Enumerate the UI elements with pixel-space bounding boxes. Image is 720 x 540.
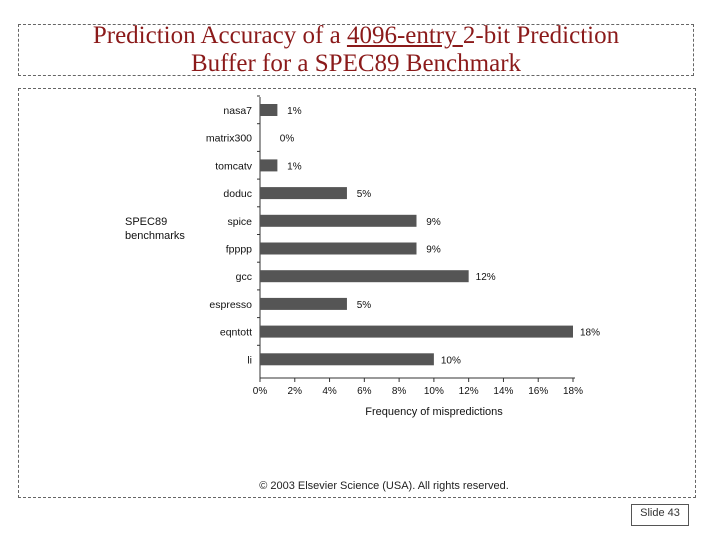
title-line-2: Buffer for a SPEC89 Benchmark: [190, 50, 522, 77]
data-label: 1%: [287, 161, 302, 172]
data-label: 5%: [357, 300, 372, 311]
slide-title: Prediction Accuracy of a 4096-entry 2-bi…: [18, 22, 694, 78]
x-tick-label: 10%: [424, 386, 444, 397]
data-label: 5%: [357, 189, 372, 200]
data-label: 0%: [280, 134, 295, 145]
x-tick-label: 12%: [459, 386, 479, 397]
data-label: 1%: [287, 106, 302, 117]
category-label: nasa7: [223, 105, 252, 117]
category-label: tomcatv: [215, 160, 253, 172]
title-part-2: 2-bit Prediction: [462, 22, 620, 49]
data-label: 9%: [426, 245, 441, 256]
figure-frame: [18, 88, 696, 498]
category-label: eqntott: [220, 327, 252, 339]
bar: [260, 242, 417, 255]
bar: [260, 325, 573, 338]
bar: [260, 214, 417, 227]
x-tick-label: 0%: [253, 386, 268, 397]
bar: [260, 297, 347, 310]
data-label: 12%: [476, 272, 496, 283]
category-label: fpppp: [226, 244, 252, 256]
y-axis-label-line-1: SPEC89: [125, 216, 167, 228]
copyright-notice: © 2003 Elsevier Science (USA). All right…: [259, 480, 509, 492]
title-frame: [18, 24, 694, 76]
x-tick-label: 14%: [493, 386, 513, 397]
bar: [260, 104, 278, 116]
x-tick-label: 8%: [392, 386, 407, 397]
category-label: spice: [227, 216, 252, 228]
x-axis-label: Frequency of mispredictions: [365, 406, 503, 418]
title-line-1: Prediction Accuracy of a 4096-entry 2-bi…: [18, 22, 694, 50]
category-label: matrix300: [206, 133, 252, 145]
data-label: 18%: [580, 328, 600, 339]
category-label: li: [247, 354, 252, 366]
bar: [260, 187, 347, 200]
title-underlined: 4096-entry: [346, 22, 463, 49]
slide-number-frame: [631, 504, 689, 526]
x-tick-label: 16%: [528, 386, 548, 397]
slide-number: Slide 43: [640, 507, 680, 519]
bar: [260, 270, 469, 283]
x-tick-label: 6%: [357, 386, 372, 397]
title-part-1: Prediction Accuracy of a: [92, 22, 347, 49]
bar: [260, 353, 434, 366]
y-axis-label-line-2: benchmarks: [125, 230, 185, 242]
category-label: doduc: [223, 188, 252, 200]
x-tick-label: 18%: [563, 386, 583, 397]
x-tick-label: 4%: [322, 386, 337, 397]
data-label: 9%: [426, 217, 441, 228]
category-label: gcc: [236, 271, 252, 283]
bar: [260, 159, 278, 172]
category-label: espresso: [209, 299, 252, 311]
data-label: 10%: [441, 355, 461, 366]
x-tick-label: 2%: [288, 386, 303, 397]
